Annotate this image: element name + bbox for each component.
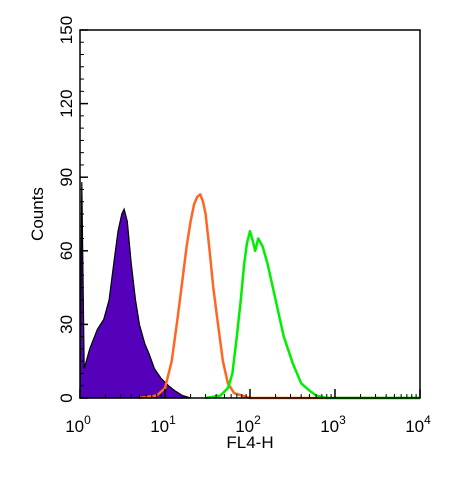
- y-tick-label: 120: [57, 89, 76, 117]
- y-tick-label: 30: [57, 315, 76, 334]
- x-tick-label: 101: [150, 413, 176, 436]
- x-tick-label: 104: [405, 413, 431, 436]
- x-tick-label: 102: [235, 413, 261, 436]
- y-axis-title: Counts: [28, 187, 47, 241]
- series-layer: [79, 182, 420, 400]
- series-2-line: [205, 229, 420, 400]
- y-tick-label: 0: [57, 393, 76, 402]
- series-0-area: [79, 182, 191, 399]
- y-tick-label: 150: [57, 16, 76, 44]
- series-1-line: [139, 193, 420, 400]
- y-tick-label: 60: [57, 241, 76, 260]
- x-axis-title: FL4-H: [226, 433, 273, 452]
- y-tick-label: 90: [57, 168, 76, 187]
- x-tick-label: 100: [65, 413, 91, 436]
- plot-frame: [79, 29, 421, 399]
- labels-layer: 100 101 102 103 104 0 30 60 90 120 150: [57, 16, 431, 436]
- x-tick-label: 103: [320, 413, 346, 436]
